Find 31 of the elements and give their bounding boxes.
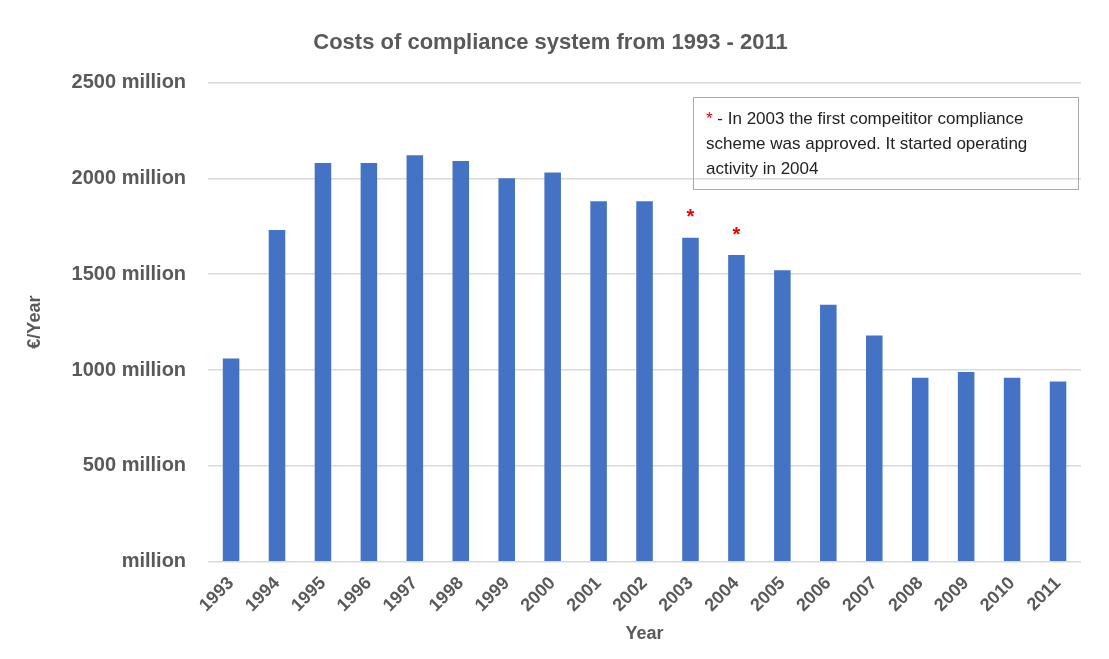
bar (682, 237, 699, 562)
bar (268, 230, 286, 562)
bar (774, 270, 791, 562)
y-tick-label: 1500 million (71, 261, 187, 284)
bar (957, 371, 975, 562)
annotation: * (732, 222, 741, 245)
y-tick-label: 2000 million (71, 165, 187, 188)
bar (590, 201, 607, 562)
bar (911, 377, 929, 562)
bar (636, 201, 653, 562)
bar (360, 162, 378, 562)
bar (544, 172, 561, 562)
bar (498, 178, 515, 562)
y-tick-label: 2500 million (71, 69, 187, 92)
x-axis-title: Year (625, 623, 664, 644)
y-tick-label: 1000 million (71, 357, 187, 380)
bar (728, 254, 745, 562)
y-axis-title: €/Year (23, 295, 44, 349)
bar (865, 335, 883, 562)
bar (820, 304, 837, 562)
bar (1003, 377, 1021, 562)
y-tick-label: million (121, 549, 187, 572)
chart-title: Costs of compliance system from 1993 - 2011 (313, 29, 788, 55)
bar (452, 161, 470, 562)
annotation: * (686, 205, 695, 228)
bar (1049, 381, 1067, 562)
y-tick-label: 500 million (82, 453, 187, 476)
bar (222, 358, 240, 562)
note-box: * - In 2003 the first compeititor compliance scheme was approved. It started operating activity in 2004 (693, 97, 1079, 190)
bar (406, 155, 424, 562)
bar (314, 162, 332, 562)
